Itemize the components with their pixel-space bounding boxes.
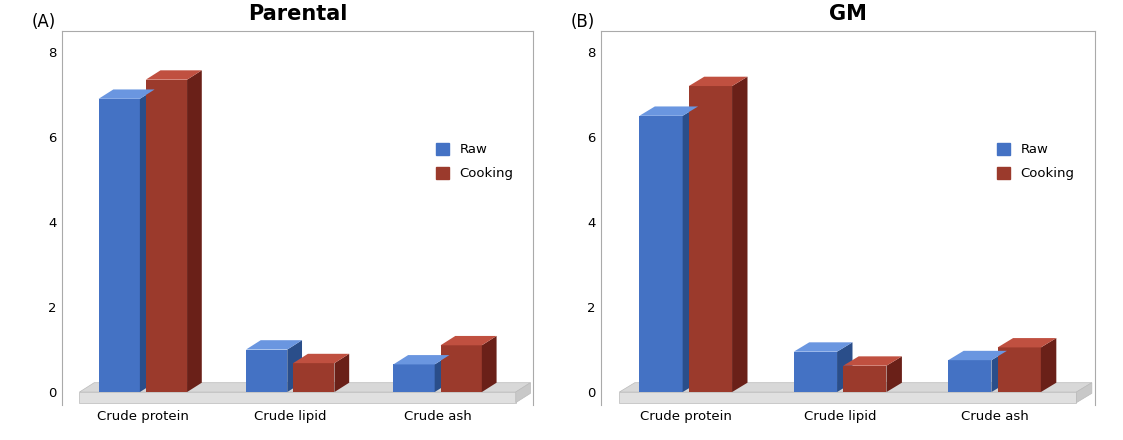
Polygon shape <box>688 77 748 86</box>
Polygon shape <box>482 336 496 392</box>
Polygon shape <box>246 340 302 349</box>
Polygon shape <box>99 99 140 392</box>
Polygon shape <box>1041 338 1057 392</box>
Polygon shape <box>620 383 1092 392</box>
Polygon shape <box>80 383 530 392</box>
Polygon shape <box>515 383 530 403</box>
Legend: Raw, Cooking: Raw, Cooking <box>431 139 518 184</box>
Text: (B): (B) <box>570 13 595 31</box>
Polygon shape <box>393 364 435 392</box>
Polygon shape <box>794 342 852 352</box>
Polygon shape <box>639 106 699 116</box>
Polygon shape <box>393 355 449 364</box>
Polygon shape <box>794 352 837 392</box>
Polygon shape <box>440 345 482 392</box>
Polygon shape <box>843 366 886 392</box>
Polygon shape <box>837 342 852 392</box>
Polygon shape <box>992 351 1007 392</box>
Polygon shape <box>948 360 992 392</box>
Polygon shape <box>146 80 188 392</box>
Polygon shape <box>293 354 349 363</box>
Polygon shape <box>99 89 155 99</box>
Polygon shape <box>293 363 335 392</box>
Polygon shape <box>843 356 902 366</box>
Polygon shape <box>997 348 1041 392</box>
Polygon shape <box>335 354 349 392</box>
Polygon shape <box>146 70 202 80</box>
Polygon shape <box>948 351 1007 360</box>
Polygon shape <box>440 336 496 345</box>
Legend: Raw, Cooking: Raw, Cooking <box>993 139 1078 184</box>
Polygon shape <box>639 116 683 392</box>
Title: GM: GM <box>829 4 867 24</box>
Polygon shape <box>188 70 202 392</box>
Polygon shape <box>683 106 699 392</box>
Polygon shape <box>287 340 302 392</box>
Text: (A): (A) <box>31 13 56 31</box>
Polygon shape <box>435 355 449 392</box>
Polygon shape <box>997 338 1057 348</box>
Polygon shape <box>732 77 748 392</box>
Polygon shape <box>620 392 1076 403</box>
Polygon shape <box>140 89 155 392</box>
Polygon shape <box>80 392 515 403</box>
Polygon shape <box>886 356 902 392</box>
Polygon shape <box>688 86 732 392</box>
Polygon shape <box>1076 383 1092 403</box>
Title: Parental: Parental <box>248 4 347 24</box>
Polygon shape <box>246 349 287 392</box>
